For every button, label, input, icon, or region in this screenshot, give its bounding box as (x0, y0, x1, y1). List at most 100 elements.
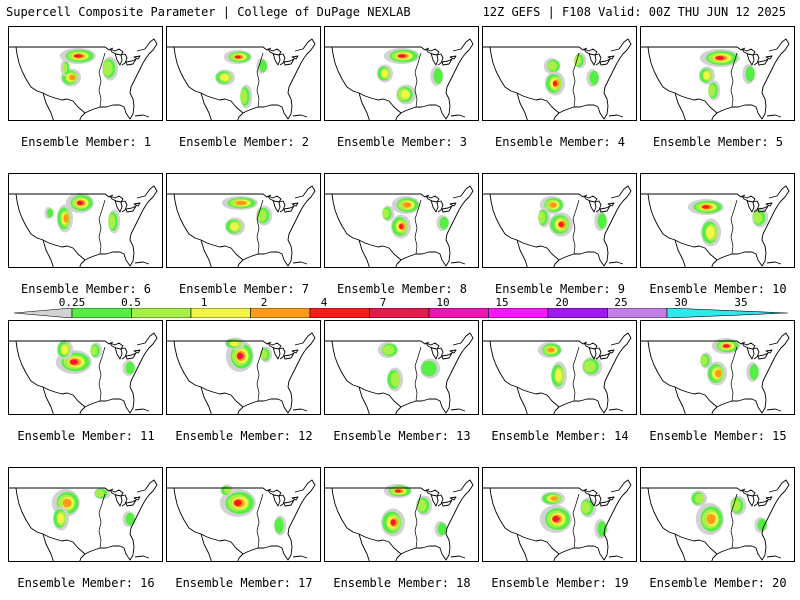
map-canvas (325, 479, 474, 561)
map-canvas (641, 38, 790, 120)
ensemble-map-12 (166, 320, 321, 415)
basemap (167, 38, 316, 120)
colorbar-segment (547, 308, 608, 318)
map-canvas (9, 185, 158, 267)
colorbar-tick-label: 1 (200, 296, 208, 309)
ensemble-map-8 (324, 173, 479, 268)
basemap (641, 332, 790, 414)
ensemble-map-13 (324, 320, 479, 415)
scp-contours (219, 484, 287, 536)
basemap (9, 38, 158, 120)
map-canvas (167, 38, 316, 120)
colorbar-segment (488, 308, 549, 318)
map-canvas (325, 332, 474, 414)
basemap (483, 479, 632, 561)
basemap (483, 38, 632, 120)
basemap (9, 185, 158, 267)
colorbar-tick-label: 4 (320, 296, 328, 309)
scp-contours (700, 338, 759, 386)
ensemble-map-5 (640, 26, 795, 121)
basemap (325, 332, 474, 414)
ensemble-map-14 (482, 320, 637, 415)
colorbar-segment (666, 308, 788, 318)
scp-contours (55, 339, 135, 376)
ensemble-member-label: Ensemble Member: 4 (494, 135, 626, 149)
basemap (325, 479, 474, 561)
colorbar-segment (250, 308, 311, 318)
basemap (641, 38, 790, 120)
scp-contours (539, 491, 607, 539)
colorbar-tick-label: 35 (734, 296, 748, 309)
ensemble-member-label: Ensemble Member: 6 (20, 282, 152, 296)
ensemble-member-label: Ensemble Member: 3 (336, 135, 468, 149)
map-canvas (641, 332, 790, 414)
map-canvas (325, 185, 474, 267)
basemap (167, 479, 316, 561)
scp-contours (377, 342, 441, 392)
map-canvas (483, 38, 632, 120)
ensemble-member-label: Ensemble Member: 5 (652, 135, 784, 149)
scp-contours (687, 199, 769, 247)
colorbar-tick-label: 0.25 (58, 296, 86, 309)
ensemble-member-label: Ensemble Member: 12 (175, 429, 313, 443)
ensemble-member-label: Ensemble Member: 16 (17, 576, 155, 590)
ensemble-map-19 (482, 467, 637, 562)
scp-contours (225, 337, 273, 372)
ensemble-member-label: Ensemble Member: 2 (178, 135, 310, 149)
colorbar-segment (607, 308, 668, 318)
colorbar-segment (428, 308, 489, 318)
basemap (641, 185, 790, 267)
page-title: Supercell Composite Parameter | College … (6, 5, 411, 19)
ensemble-map-9 (482, 173, 637, 268)
colorbar-tick-label: 15 (495, 296, 509, 309)
scp-contours (382, 196, 449, 239)
map-canvas (641, 479, 790, 561)
scp-contours (44, 193, 121, 234)
ensemble-member-label: Ensemble Member: 8 (336, 282, 468, 296)
ensemble-member-label: Ensemble Member: 14 (491, 429, 629, 443)
ensemble-member-label: Ensemble Member: 15 (649, 429, 787, 443)
ensemble-map-7 (166, 173, 321, 268)
ensemble-member-label: Ensemble Member: 18 (333, 576, 471, 590)
scp-contours (537, 342, 603, 390)
scp-contours (377, 48, 443, 105)
ensemble-map-6 (8, 173, 163, 268)
ensemble-map-16 (8, 467, 163, 562)
map-canvas (483, 332, 632, 414)
colorbar (14, 308, 788, 318)
colorbar-segment (14, 308, 73, 318)
colorbar-tick-label: 2 (260, 296, 268, 309)
map-canvas (483, 185, 632, 267)
map-canvas (167, 332, 316, 414)
scp-contours (221, 196, 273, 236)
map-canvas (167, 479, 316, 561)
basemap (483, 185, 632, 267)
ensemble-member-label: Ensemble Member: 7 (178, 282, 310, 296)
scp-contours (543, 52, 599, 96)
colorbar-segment (369, 308, 430, 318)
basemap (483, 332, 632, 414)
scp-contours (215, 50, 268, 109)
ensemble-map-15 (640, 320, 795, 415)
basemap (167, 332, 316, 414)
ensemble-map-10 (640, 173, 795, 268)
map-canvas (483, 479, 632, 561)
colorbar-tick-label: 10 (436, 296, 450, 309)
basemap (9, 479, 158, 561)
map-canvas (9, 38, 158, 120)
map-canvas (9, 332, 158, 414)
basemap (167, 185, 316, 267)
ensemble-map-18 (324, 467, 479, 562)
colorbar-tick-label: 25 (614, 296, 628, 309)
ensemble-map-17 (166, 467, 321, 562)
ensemble-map-11 (8, 320, 163, 415)
colorbar-tick-label: 30 (674, 296, 688, 309)
colorbar-tick-label: 7 (379, 296, 387, 309)
colorbar-segment (309, 308, 370, 318)
basemap (641, 479, 790, 561)
ensemble-map-1 (8, 26, 163, 121)
scp-contours (699, 49, 755, 101)
basemap (325, 185, 474, 267)
colorbar-segment (131, 308, 192, 318)
model-run-info: 12Z GEFS | F108 Valid: 00Z THU JUN 12 20… (482, 5, 786, 19)
